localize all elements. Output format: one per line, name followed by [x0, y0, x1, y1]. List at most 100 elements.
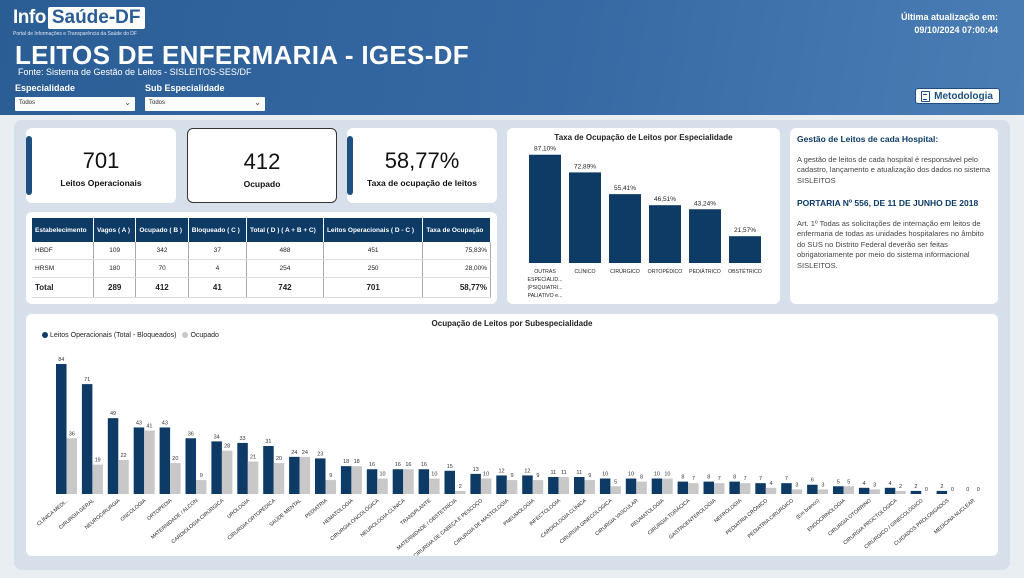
kpi-label: Leitos Operacionais	[60, 178, 142, 188]
data-label: 7	[718, 476, 721, 482]
bar-operacionais	[107, 418, 119, 494]
kpi-leitos-operacionais[interactable]: 701 Leitos Operacionais	[26, 128, 176, 203]
data-label: 9	[511, 473, 514, 479]
table-row[interactable]: HBDF 109 342 37 488 451 75,83%	[32, 242, 491, 260]
data-label: 20	[276, 456, 282, 462]
bar-operacionais	[522, 475, 533, 494]
legend-item-operacionais[interactable]: Leitos Operacionais (Total - Bloqueados)	[42, 332, 176, 339]
data-label: 4	[863, 481, 866, 487]
tick-label: PEDIATRIA	[304, 498, 329, 520]
column-header[interactable]: Taxa de Ocupação	[422, 218, 491, 242]
data-label: 22	[120, 453, 126, 459]
bar-operacionais	[340, 466, 352, 494]
bar-operacionais	[599, 478, 611, 494]
legend-item-ocupado[interactable]: Ocupado	[182, 332, 219, 339]
data-label: 24	[302, 450, 308, 456]
table-total-row[interactable]: Total 289 412 41 742 701 58,77%	[32, 277, 491, 298]
bar-operacionais	[289, 456, 300, 494]
data-label: 10	[664, 472, 670, 478]
data-label: 23	[317, 451, 323, 457]
table-cell: 58,77%	[422, 277, 491, 298]
bar-operacionais	[418, 469, 430, 494]
infosaude-logo[interactable]: Info Saúde-DF Portal de Informações e Tr…	[13, 5, 145, 37]
data-label: 16	[369, 462, 375, 468]
table-cell: 75,83%	[422, 242, 491, 260]
bar-ocupado	[558, 476, 570, 494]
bar-ocupado	[325, 480, 336, 494]
logo-saude-text: Saúde-DF	[47, 7, 145, 29]
metodologia-button[interactable]: Metodologia	[915, 88, 1000, 104]
column-header[interactable]: Total ( D ) ( A + B + C)	[246, 218, 324, 242]
data-label: 0	[977, 487, 980, 493]
data-label: 7	[785, 476, 788, 482]
bar-ocupado	[662, 478, 673, 494]
data-label: 16	[395, 462, 401, 468]
bar-ocupado	[532, 480, 544, 494]
establishment-table-card: Estabelecimento Vagos ( A ) Ocupado ( B ) B…	[26, 212, 497, 304]
bar-ocupado	[584, 480, 595, 494]
legend-label: Ocupado	[190, 332, 219, 339]
table-cell: 412	[135, 277, 189, 298]
data-label: 12	[498, 468, 504, 474]
data-label: 41	[146, 424, 152, 430]
bar-operacionais	[392, 469, 404, 494]
bar-operacionais	[315, 458, 326, 494]
data-label: 55,41%	[614, 185, 636, 192]
bar-ocupado	[610, 486, 621, 494]
bar-operacionais	[496, 475, 507, 494]
data-label: 46,51%	[654, 196, 676, 203]
bar-operacionais	[677, 481, 689, 494]
bar-ocupado	[480, 478, 492, 494]
column-header[interactable]: Vagos ( A )	[93, 218, 137, 242]
data-label: 12	[524, 468, 530, 474]
kpi-value: 58,77%	[384, 148, 460, 173]
data-label: 16	[421, 462, 427, 468]
data-label: 21,57%	[734, 227, 756, 234]
bar-operacionais	[185, 438, 196, 494]
bar-ocupado	[429, 478, 440, 494]
table-cell: 254	[246, 259, 324, 278]
data-label: 11	[561, 470, 567, 476]
data-label: 2	[914, 484, 917, 490]
data-label: 11	[576, 470, 582, 476]
bar-operacionais	[211, 441, 222, 494]
sub-especialidade-label: Sub Especialidade	[145, 83, 225, 93]
data-label: 8	[733, 475, 736, 481]
data-label: 0	[966, 487, 969, 493]
sub-especialidade-dropdown[interactable]: Todos ⌄	[145, 97, 265, 111]
table-cell: 109	[93, 242, 137, 260]
bar-operacionais	[729, 481, 740, 494]
column-header[interactable]: Estabelecimento	[32, 218, 94, 242]
bar-operacionais	[910, 490, 922, 494]
data-label: 9	[536, 473, 539, 479]
bar	[689, 209, 721, 263]
table-cell: 41	[188, 277, 247, 298]
table-cell: 250	[323, 259, 424, 278]
bar-ocupado	[636, 481, 647, 494]
data-label: 5	[837, 479, 840, 485]
column-header[interactable]: Ocupado ( B )	[135, 218, 189, 242]
table-cell: 701	[323, 277, 424, 298]
especialidade-dropdown[interactable]: Todos ⌄	[15, 97, 135, 111]
kpi-label: Ocupado	[243, 179, 281, 189]
column-header[interactable]: Bloqueado ( C )	[188, 218, 247, 242]
kpi-taxa-ocupacao[interactable]: 58,77% Taxa de ocupação de leitos	[347, 128, 497, 203]
kpi-ocupado[interactable]: 412 Ocupado	[187, 128, 337, 203]
table-cell: Total	[32, 277, 94, 298]
tick-label: CARDIOLOGIA CIRÚRGICA	[170, 497, 226, 545]
data-label: 11	[550, 470, 556, 476]
bar-operacionais	[574, 476, 585, 494]
logo-info-text: Info	[13, 7, 46, 28]
bar-operacionais	[884, 487, 896, 494]
table-row[interactable]: HRSM 180 70 4 254 250 28,00%	[32, 259, 491, 278]
bar-operacionais	[858, 487, 870, 494]
data-label: 19	[95, 458, 101, 464]
portaria-title: PORTARIA Nº 556, DE 11 DE JUNHO DE 2018	[797, 198, 979, 208]
header: Info Saúde-DF Portal de Informações e Tr…	[0, 0, 1024, 115]
bar-ocupado	[66, 438, 77, 494]
column-header[interactable]: Leitos Operacionais ( D - C )	[323, 218, 424, 242]
data-label: 21	[250, 455, 256, 461]
tick-label: CIRURGIA ORTOPÉDICA	[226, 497, 277, 542]
data-label: 2	[459, 484, 462, 490]
